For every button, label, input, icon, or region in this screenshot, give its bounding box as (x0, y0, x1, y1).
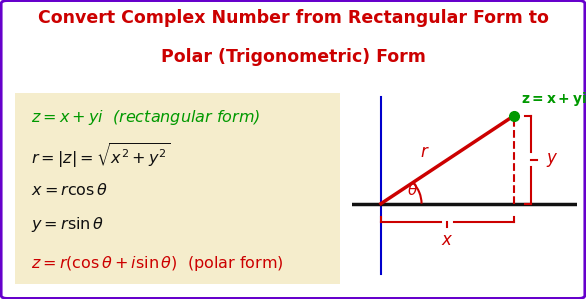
Text: $z = x + yi$  (rectangular form): $z = x + yi$ (rectangular form) (31, 108, 260, 127)
Text: $\theta$: $\theta$ (407, 182, 418, 198)
Text: $y = r\sin\theta$: $y = r\sin\theta$ (31, 215, 104, 234)
FancyBboxPatch shape (2, 85, 353, 292)
Text: $x = r\cos\theta$: $x = r\cos\theta$ (31, 182, 108, 198)
Text: $r$: $r$ (420, 143, 430, 161)
Text: $x$: $x$ (441, 231, 454, 249)
Text: Polar (Trigonometric) Form: Polar (Trigonometric) Form (161, 48, 425, 66)
Text: $y$: $y$ (546, 151, 558, 169)
Text: Convert Complex Number from Rectangular Form to: Convert Complex Number from Rectangular … (38, 9, 548, 27)
Text: $\mathbf{z = x + yi}$: $\mathbf{z = x + yi}$ (521, 90, 586, 108)
Text: $r = |z| = \sqrt{x^2 + y^2}$: $r = |z| = \sqrt{x^2 + y^2}$ (31, 141, 170, 170)
Text: $z = r(\cos\theta + i\sin\theta)$  (polar form): $z = r(\cos\theta + i\sin\theta)$ (polar… (31, 254, 284, 272)
